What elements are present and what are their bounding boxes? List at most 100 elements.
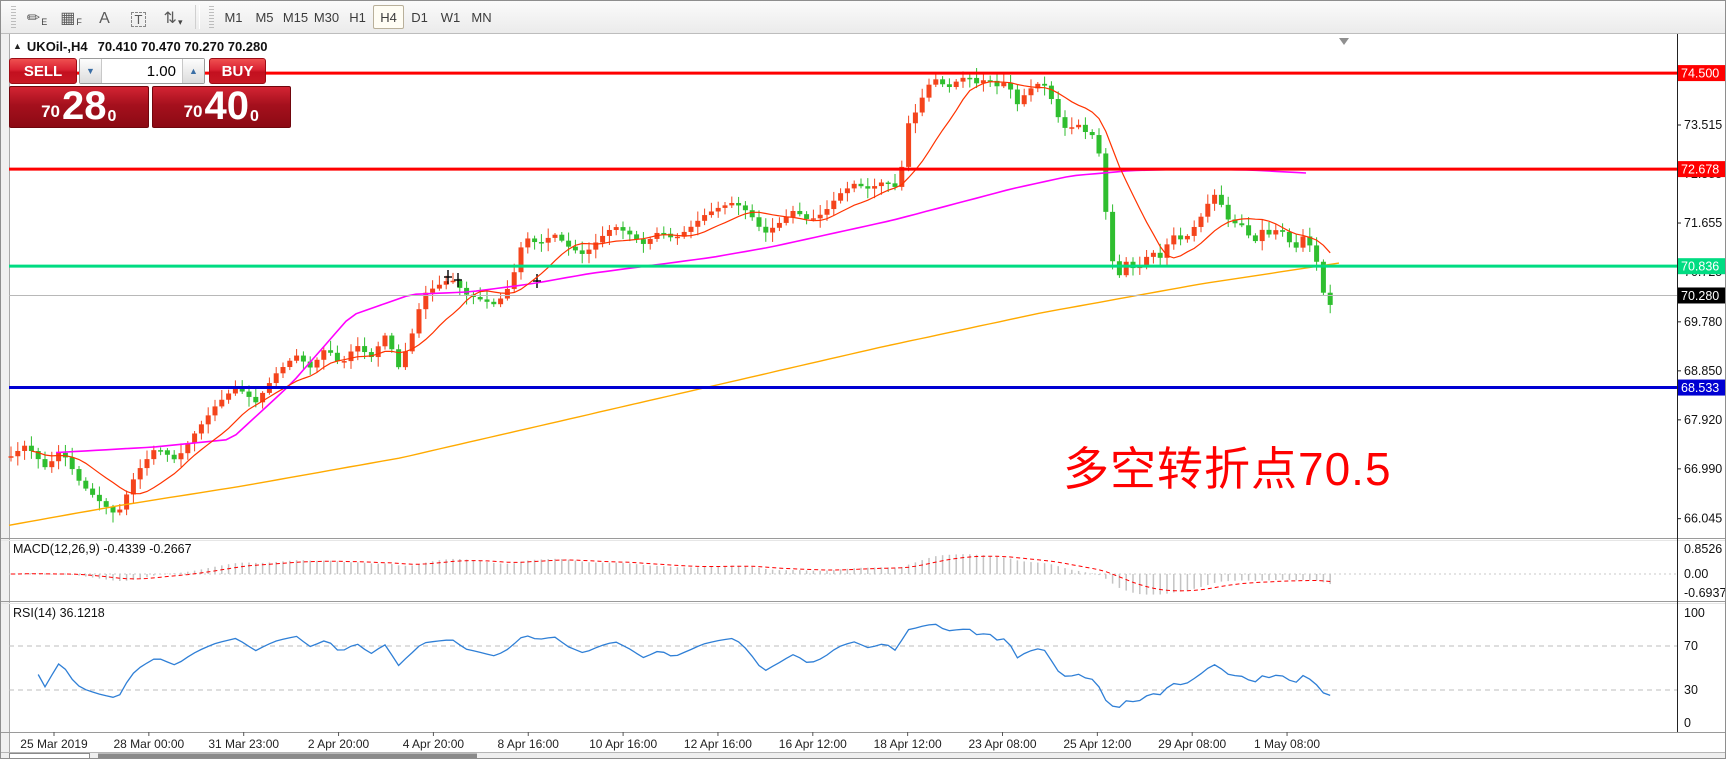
cycle-symbols-icon[interactable]: ⇅ ▾ [163,10,183,27]
timeframe-button-H4[interactable]: H4 [373,5,404,29]
ohlc-values: 70.410 70.470 70.270 70.280 [97,39,268,54]
svg-text:70.836: 70.836 [1681,260,1719,274]
time-axis-label: 25 Mar 2019 [20,737,88,751]
sell-price-sup: 0 [107,108,117,125]
macd-axis-label: 0.8526 [1684,542,1722,556]
sell-button[interactable]: SELL [9,58,77,84]
price-badge-72.678: 72.678 [1678,161,1725,178]
timeframe-buttons-group: M1 M5 M15 M30 H1 H4 D1 W1 MN [218,5,497,29]
macd-indicator-label: MACD(12,26,9) -0.4339 -0.2667 [13,542,192,556]
price-badge-70.280: 70.280 [1678,287,1725,304]
draw-expert-icon[interactable]: ✏ E [26,10,48,27]
toolbar: ✏ E ▦ F A T ⇅ ▾ M1 M5 M15 M30 H1 H4 D1 W1 MN [1,1,1725,34]
buy-button[interactable]: BUY [209,58,266,84]
timeframe-button-M5[interactable]: M5 [255,9,274,25]
price-axis-label: 68.850 [1684,364,1722,378]
macd-values: -0.4339 -0.2667 [103,542,192,556]
time-axis-label: 1 May 08:00 [1254,737,1320,751]
time-axis-label: 31 Mar 23:00 [208,737,279,751]
toolbar-drag-handle-2[interactable] [209,6,214,28]
volume-increase-button[interactable]: ▲ [182,59,204,83]
candles-layer [8,68,1333,523]
svg-text:74.500: 74.500 [1681,67,1719,81]
chart-background [1,33,1725,758]
rsi-axis-label: 30 [1684,683,1698,697]
timeframe-button-M15[interactable]: M15 [282,9,309,25]
macd-panel [9,554,1677,595]
price-axis-label: 71.655 [1684,216,1722,230]
time-axis-label: 4 Apr 20:00 [403,737,465,751]
rsi-axis-label: 0 [1684,716,1691,730]
svg-text:68.533: 68.533 [1681,381,1719,395]
text-label-icon[interactable]: A [99,10,110,27]
price-badge-68.533: 68.533 [1678,379,1725,396]
macd-axis-label: -0.6937 [1684,586,1726,600]
scrollbar-left-box[interactable] [9,753,90,759]
timeframe-button-M1[interactable]: M1 [224,9,243,25]
svg-text:72.678: 72.678 [1681,163,1719,177]
time-axis-label: 8 Apr 16:00 [498,737,560,751]
timeframe-button-H1[interactable]: H1 [349,9,366,25]
macd-signal-line [11,555,1331,592]
rsi-axis-label: 70 [1684,639,1698,653]
time-axis-label: 12 Apr 16:00 [684,737,752,751]
scrollbar-thumb[interactable] [98,753,477,759]
rsi-panel [9,623,1677,708]
collapse-arrow-icon[interactable]: ▲ [13,41,22,51]
fast-ma-line [31,81,1331,495]
drawing-tools-group: ✏ E ▦ F A T ⇅ ▾ [20,4,190,30]
rsi-line [37,623,1331,708]
time-axis-label: 23 Apr 08:00 [968,737,1036,751]
symbol-period-label: UKOil-,H4 [26,39,88,54]
price-badge-74.500: 74.500 [1678,65,1725,82]
volume-decrease-button[interactable]: ▼ [80,59,102,83]
toolbar-separator [195,5,200,29]
rsi-axis-label: 100 [1684,606,1705,620]
buy-price-sup: 0 [250,108,259,125]
horizontal-levels-layer[interactable] [9,71,1677,390]
chart-title: ▲ UKOil-,H4 70.410 70.470 70.270 70.280 [13,39,267,54]
sell-price-big: 28 [62,84,107,129]
volume-spinner: ▼ ▲ [79,58,205,84]
mid-ma-line [55,168,1307,454]
chart-text-annotation[interactable]: 多空转折点70.5 [1063,443,1392,495]
price-axis-label: 73.515 [1684,118,1722,132]
time-axis-label: 28 Mar 00:00 [113,737,184,751]
autoscroll-marker-icon[interactable] [1339,38,1349,45]
price-axis-labels: 73.51572.58571.65570.72569.78068.85067.9… [1677,118,1726,730]
rsi-value: 36.1218 [59,606,105,620]
svg-text:70.280: 70.280 [1681,289,1719,303]
buy-price-big: 40 [204,84,250,129]
time-axis-label: 2 Apr 20:00 [308,737,370,751]
price-badge-70.836: 70.836 [1678,258,1725,275]
timeframe-button-D1[interactable]: D1 [411,9,428,25]
timeframe-button-M30[interactable]: M30 [313,9,340,25]
time-axis-labels[interactable]: 25 Mar 2019 28 Mar 00:00 31 Mar 23:00 2 Apr… [20,732,1320,751]
volume-input[interactable] [102,59,182,83]
macd-axis-label: 0.00 [1684,567,1708,581]
timeframe-button-W1[interactable]: W1 [440,9,461,25]
time-axis-label: 16 Apr 12:00 [779,737,847,751]
toolbar-drag-handle[interactable] [11,6,16,28]
time-axis-label: 29 Apr 08:00 [1158,737,1226,751]
timeframe-button-MN[interactable]: MN [471,9,492,25]
price-axis-label: 66.990 [1684,462,1722,476]
slow-ma-line [8,262,1340,526]
time-axis-label: 10 Apr 16:00 [589,737,657,751]
buy-price-display[interactable]: 70 40 0 [151,84,291,129]
time-axis-label: 25 Apr 12:00 [1063,737,1131,751]
price-axis-label: 67.920 [1684,413,1722,427]
grid-properties-icon[interactable]: ▦ F [60,10,82,27]
buy-price-prefix: 70 [183,101,203,121]
price-axis-label: 66.045 [1684,512,1722,526]
time-axis-label: 18 Apr 12:00 [874,737,942,751]
sell-price-prefix: 70 [41,101,60,121]
scrollbar-track[interactable] [1,752,1726,759]
text-box-icon[interactable]: T [122,4,156,30]
sell-price-display[interactable]: 70 28 0 [9,86,149,128]
rsi-indicator-label: RSI(14) 36.1218 [13,606,105,620]
price-axis-label: 69.780 [1684,315,1722,329]
